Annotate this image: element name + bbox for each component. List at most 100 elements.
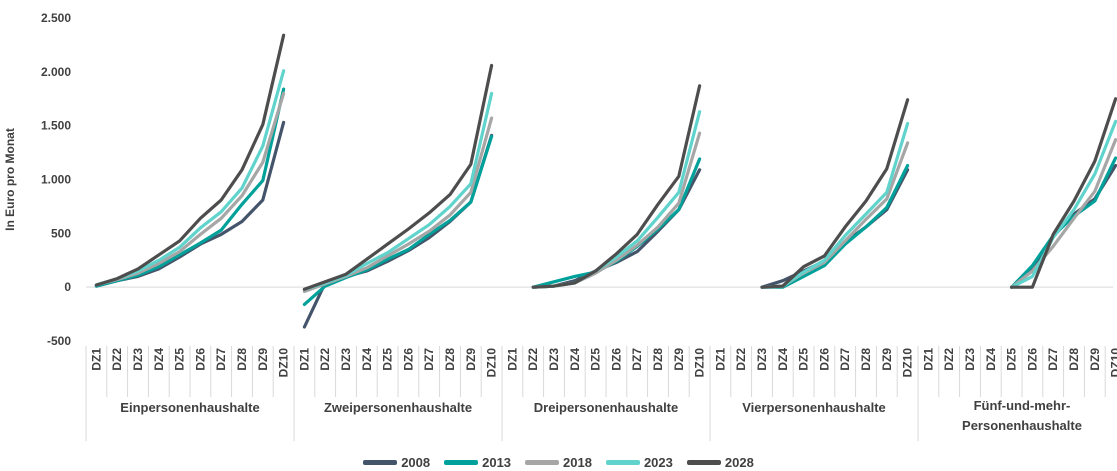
group-label: Einpersonenhaushalte — [120, 400, 259, 415]
group-label: Dreipersonenhaushalte — [534, 400, 679, 415]
category-tick-label: DZ4 — [360, 348, 374, 371]
legend-item-2008: 2008 — [363, 455, 430, 470]
category-tick-label: DZ4 — [776, 348, 790, 371]
category-tick-label: DZ9 — [464, 348, 478, 371]
category-tick-label: DZ3 — [963, 348, 977, 371]
category-tick-label: DZ9 — [1088, 348, 1102, 371]
category-tick-label: DZ10 — [277, 348, 291, 378]
category-tick-label: DZ7 — [422, 348, 436, 371]
category-tick-label: DZ5 — [797, 348, 811, 371]
category-tick-label: DZ8 — [651, 348, 665, 371]
series-line-2028 — [302, 63, 494, 291]
series-line-2008 — [302, 133, 494, 329]
y-tick-label: 2.000 — [41, 65, 71, 79]
legend-swatch — [525, 459, 560, 465]
category-tick-label: DZ3 — [339, 348, 353, 371]
legend-label: 2008 — [401, 454, 431, 470]
category-tick-label: DZ7 — [838, 348, 852, 371]
series-line-2013 — [94, 87, 286, 288]
legend-item-2018: 2018 — [525, 455, 592, 470]
category-tick-label: DZ1 — [297, 348, 311, 371]
category-tick-label: DZ5 — [173, 348, 187, 371]
category-tick-label: DZ5 — [589, 348, 603, 371]
legend-label: 2018 — [563, 454, 592, 470]
category-tick-label: DZ9 — [672, 348, 686, 371]
category-tick-label: DZ8 — [859, 348, 873, 371]
category-tick-label: DZ8 — [1067, 348, 1081, 371]
group-label: Fünf-und-mehr-Personenhaushalte — [962, 398, 1082, 433]
category-tick-label: DZ2 — [526, 348, 540, 371]
category-tick-label: DZ8 — [443, 348, 457, 371]
category-tick-label: DZ1 — [89, 348, 103, 371]
legend-item-2028: 2028 — [686, 454, 754, 470]
legend-label: 2028 — [724, 454, 754, 470]
series-line-2008 — [531, 168, 702, 289]
label-layer: -500 0 500 1.000 1.500 2.000 2.500 DZ1 DZ2 DZ3 DZ4… — [41, 11, 1117, 433]
series-line-2018 — [1010, 138, 1117, 289]
category-tick-label: DZ6 — [401, 348, 415, 371]
y-tick-label: 1.000 — [41, 173, 71, 187]
y-axis-title: In Euro pro Monat — [3, 128, 17, 231]
category-tick-label: DZ3 — [755, 348, 769, 371]
series-line-2028 — [531, 84, 702, 289]
category-tick-label: DZ1 — [713, 348, 727, 371]
category-tick-label: DZ7 — [214, 348, 228, 371]
series-line-2028 — [94, 33, 286, 287]
category-tick-label: DZ2 — [318, 348, 332, 371]
series-line-2018 — [302, 116, 494, 294]
category-tick-label: DZ2 — [942, 348, 956, 371]
category-tick-label: DZ10 — [693, 348, 707, 378]
category-tick-label: DZ1 — [921, 348, 935, 371]
y-tick-label: 0 — [64, 280, 71, 294]
category-tick-label: DZ6 — [609, 348, 623, 371]
series-line-2023 — [94, 69, 286, 287]
series-line-2023 — [302, 91, 494, 291]
y-tick-label: -500 — [47, 334, 71, 348]
legend-swatch — [444, 459, 479, 465]
category-tick-label: DZ6 — [193, 348, 207, 371]
axis-layer — [85, 286, 1113, 441]
group-label: Vierpersonenhaushalte — [742, 400, 886, 415]
legend-swatch — [363, 459, 398, 465]
legend-item-2013: 2013 — [444, 455, 511, 470]
series-line-2023 — [1010, 119, 1117, 289]
category-tick-label: DZ9 — [880, 348, 894, 371]
legend-swatch — [686, 459, 721, 465]
category-tick-label: DZ9 — [256, 348, 270, 371]
category-tick-label: DZ7 — [1046, 348, 1060, 371]
category-tick-label: DZ10 — [1109, 348, 1117, 378]
series-line-2028 — [1010, 97, 1117, 289]
category-tick-label: DZ3 — [131, 348, 145, 371]
series-line-2008 — [94, 120, 286, 288]
category-tick-label: DZ5 — [381, 348, 395, 371]
series-line-2018 — [760, 141, 910, 289]
legend: 2008 2013 2018 2023 2028 — [0, 453, 1117, 471]
legend-label: 2013 — [482, 454, 512, 470]
legend-label: 2023 — [643, 454, 673, 470]
category-tick-label: DZ2 — [110, 348, 124, 371]
category-tick-label: DZ8 — [235, 348, 249, 371]
y-tick-label: 1.500 — [41, 119, 71, 133]
line-chart: -500 0 500 1.000 1.500 2.000 2.500 DZ1 DZ2 DZ3 DZ4… — [3, 11, 1117, 441]
category-tick-label: DZ6 — [1025, 348, 1039, 371]
category-tick-label: DZ5 — [1005, 348, 1019, 371]
category-tick-label: DZ7 — [630, 348, 644, 371]
y-tick-label: 500 — [51, 226, 71, 240]
legend-swatch — [605, 459, 640, 465]
category-tick-label: DZ4 — [152, 348, 166, 371]
series-line-2023 — [760, 121, 910, 289]
group-label: Zweipersonenhaushalte — [324, 400, 472, 415]
series-layer — [94, 33, 1117, 329]
category-tick-label: DZ10 — [485, 348, 499, 378]
category-tick-label: DZ4 — [984, 348, 998, 371]
series-line-2013 — [531, 157, 702, 289]
category-tick-label: DZ6 — [817, 348, 831, 371]
series-line-2008 — [760, 168, 910, 289]
y-tick-label: 2.500 — [41, 11, 71, 25]
legend-item-2023: 2023 — [605, 454, 673, 470]
series-line-2013 — [760, 163, 910, 289]
category-tick-label: DZ1 — [505, 348, 519, 371]
category-tick-label: DZ3 — [547, 348, 561, 371]
category-tick-label: DZ2 — [734, 348, 748, 371]
category-tick-label: DZ4 — [568, 348, 582, 371]
